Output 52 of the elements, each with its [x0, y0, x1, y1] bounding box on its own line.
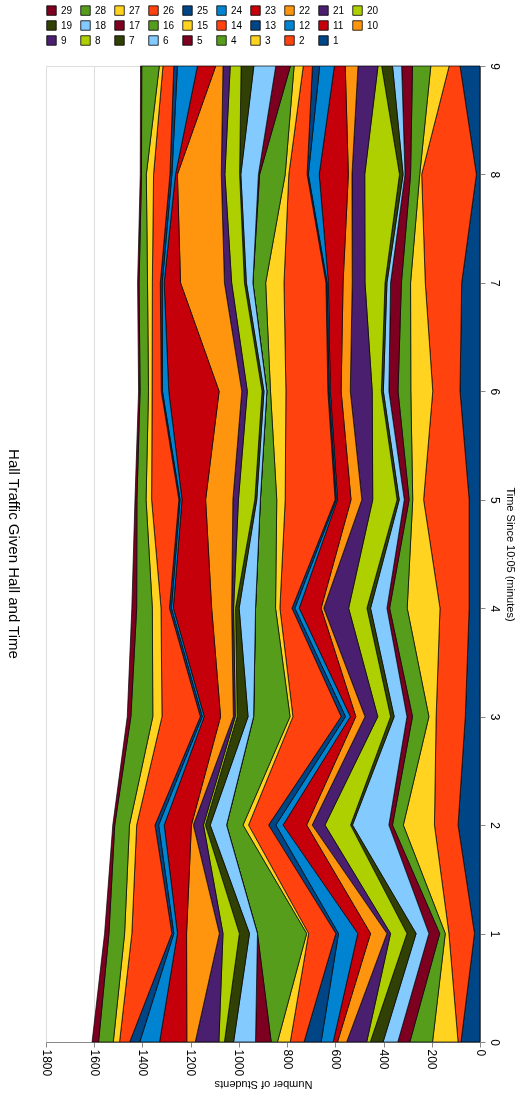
legend-label: 19: [61, 19, 73, 31]
text: Hall Traffic Given Hall and Time: [6, 449, 23, 659]
legend-label: 11: [333, 19, 344, 31]
x-axis-title: Number of Students: [214, 1079, 313, 1092]
y-tick-label: 1: [487, 930, 502, 938]
legend-label: 25: [197, 4, 209, 16]
legend-label: 22: [299, 4, 311, 16]
legend-label: 7: [129, 34, 135, 46]
x-tick-label: 1600: [87, 1049, 102, 1077]
y-tick-label: 9: [487, 63, 502, 71]
legend-label: 29: [61, 4, 73, 16]
y-tick-label: 5: [487, 496, 502, 504]
legend-label: 20: [367, 4, 379, 16]
legend-label: 13: [265, 19, 277, 31]
legend-label: 5: [197, 34, 203, 46]
x-tick-label: 1200: [184, 1049, 199, 1077]
legend-label: 3: [265, 34, 271, 46]
x-tick-label: 0: [473, 1049, 488, 1057]
x-tick-label: 1400: [135, 1049, 150, 1077]
y-tick-label: 0: [487, 1039, 502, 1047]
legend-label: 14: [231, 19, 243, 31]
y-axis-title: Time Since 10:05 (minutes): [504, 487, 517, 622]
x-tick-label: 800: [280, 1049, 295, 1070]
x-tick-label: 200: [425, 1049, 440, 1070]
y-tick-label: 2: [487, 822, 502, 830]
legend-label: 2: [299, 34, 305, 46]
legend-label: 6: [163, 34, 169, 46]
legend-label: 4: [231, 34, 237, 46]
x-tick-label: 400: [377, 1049, 392, 1070]
legend-label: 28: [95, 4, 107, 16]
legend-label: 8: [95, 34, 101, 46]
legend-label: 26: [163, 4, 175, 16]
y-tick-label: 7: [487, 280, 502, 288]
legend-label: 12: [299, 19, 311, 31]
legend-label: 27: [129, 4, 141, 16]
legend-label: 10: [367, 19, 379, 31]
y-tick-label: 6: [487, 388, 502, 396]
legend-label: 17: [129, 19, 141, 31]
legend-label: 24: [231, 4, 243, 16]
x-tick-label: 1800: [39, 1049, 54, 1077]
y-tick-label: 8: [487, 171, 502, 179]
y-tick-label: 4: [487, 605, 502, 613]
legend-label: 16: [163, 19, 175, 31]
legend-label: 23: [265, 4, 277, 16]
y-tick-label: 3: [487, 713, 502, 721]
legend-label: 21: [333, 4, 345, 16]
x-tick-label: 600: [328, 1049, 343, 1070]
legend-label: 1: [333, 34, 339, 46]
legend-label: 9: [61, 34, 67, 46]
x-tick-label: 1000: [232, 1049, 247, 1077]
legend-label: 15: [197, 19, 209, 31]
legend-label: 18: [95, 19, 107, 31]
